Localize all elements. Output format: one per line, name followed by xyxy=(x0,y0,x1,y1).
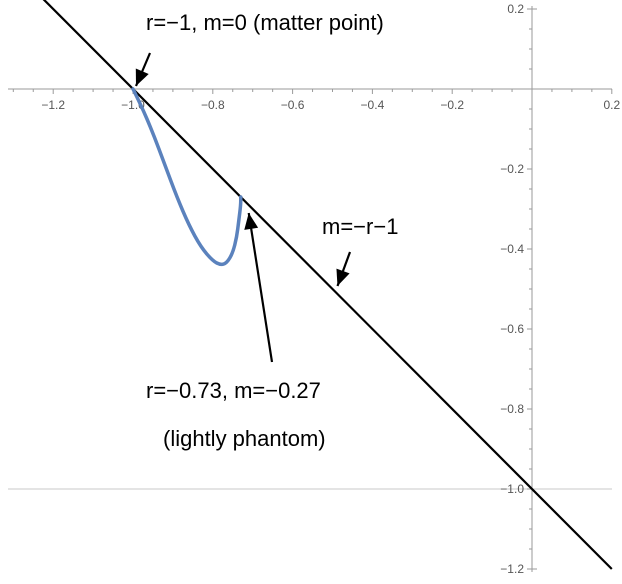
arrow-matter-point-head xyxy=(135,68,149,86)
y-tick-label: −0.8 xyxy=(500,402,524,416)
series-layer xyxy=(42,0,613,570)
trajectory-curve xyxy=(131,87,243,267)
x-tick-label: −1.2 xyxy=(41,98,65,112)
arrow-endpoint xyxy=(247,212,274,363)
arrow-endpoint-head xyxy=(244,213,259,230)
annotation-reference-line: m=−r−1 xyxy=(322,214,398,239)
annotation-layer: r=−1, m=0 (matter point) m=−r−1 r=−0.73,… xyxy=(134,10,398,451)
y-tick-label: −1.0 xyxy=(500,482,524,496)
x-tick-label: −0.8 xyxy=(201,98,225,112)
annotation-endpoint: r=−0.73, m=−0.27 xyxy=(146,378,321,403)
annotation-endpoint-note: (lightly phantom) xyxy=(163,426,326,451)
y-tick-label: 0.2 xyxy=(507,2,524,16)
arrow-reference-line-head xyxy=(336,268,350,286)
y-tick-label: −0.4 xyxy=(500,242,524,256)
x-tick-label: 0.2 xyxy=(603,98,620,112)
y-tick-label: −0.6 xyxy=(500,322,524,336)
y-tick-label: −0.2 xyxy=(500,162,524,176)
y-tick-label: −1.2 xyxy=(500,562,524,576)
axes-layer: −1.2 −1.0 −0.8 −0.6 −0.4 −0.2 0.2 0.2 −0.2 −0.4 −0… xyxy=(8,2,620,576)
x-tick-label: −0.4 xyxy=(361,98,385,112)
reference-line-m-equals-minus-r-minus-1 xyxy=(42,0,613,570)
x-tick-label: −0.6 xyxy=(281,98,305,112)
annotation-matter-point: r=−1, m=0 (matter point) xyxy=(146,10,384,35)
x-tick-label: −0.2 xyxy=(440,98,464,112)
